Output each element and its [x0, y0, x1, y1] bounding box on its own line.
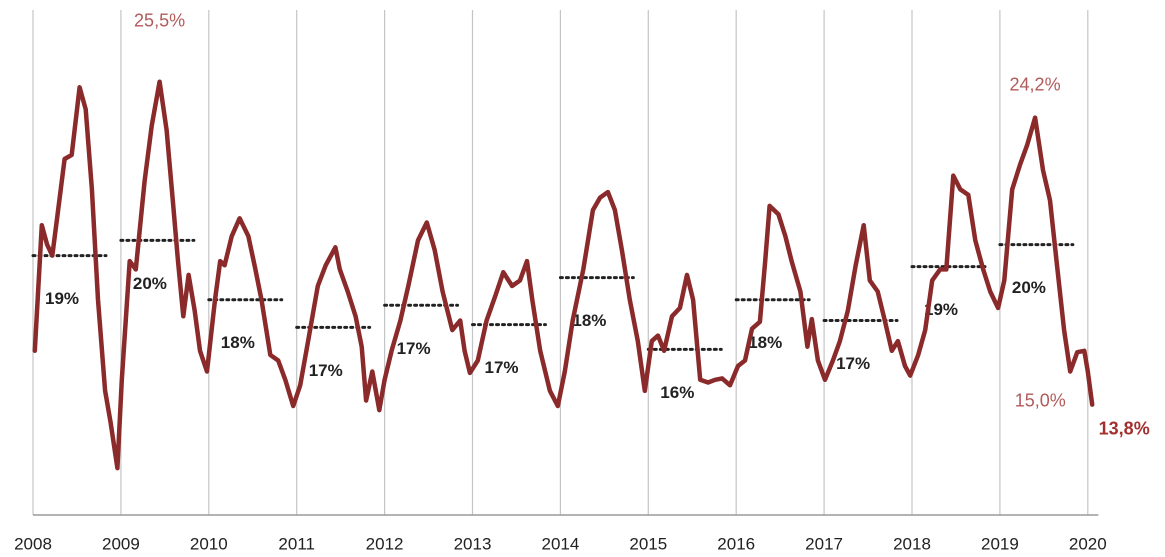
average-label: 18% [572, 311, 606, 330]
average-label: 19% [45, 289, 79, 308]
line-series [32, 79, 1095, 471]
x-tick-label: 2020 [1069, 534, 1107, 553]
average-label: 17% [397, 339, 431, 358]
x-tick-label: 2016 [717, 534, 755, 553]
x-tick-label: 2018 [893, 534, 931, 553]
average-label: 20% [1012, 278, 1046, 297]
x-tick-label: 2015 [629, 534, 667, 553]
average-label: 17% [836, 354, 870, 373]
annotation: 15,0% [1015, 390, 1066, 410]
annotation: 13,8% [1099, 418, 1150, 438]
average-label: 20% [133, 274, 167, 293]
average-label: 17% [484, 358, 518, 377]
x-tick-label: 2012 [366, 534, 404, 553]
x-tick-label: 2010 [190, 534, 228, 553]
annotation: 24,2% [1010, 74, 1061, 94]
x-tick-label: 2009 [102, 534, 140, 553]
x-tick-label: 2013 [454, 534, 492, 553]
x-tick-label: 2017 [805, 534, 843, 553]
average-label: 17% [309, 361, 343, 380]
annotation: 25,5% [134, 10, 185, 30]
x-tick-label: 2014 [541, 534, 579, 553]
average-label: 16% [660, 383, 694, 402]
x-tick-label: 2011 [278, 534, 315, 553]
average-label: 18% [748, 333, 782, 352]
x-tick-label: 2019 [981, 534, 1019, 553]
average-label: 18% [221, 333, 255, 352]
x-tick-label: 2008 [14, 534, 52, 553]
average-label: 19% [924, 300, 958, 319]
